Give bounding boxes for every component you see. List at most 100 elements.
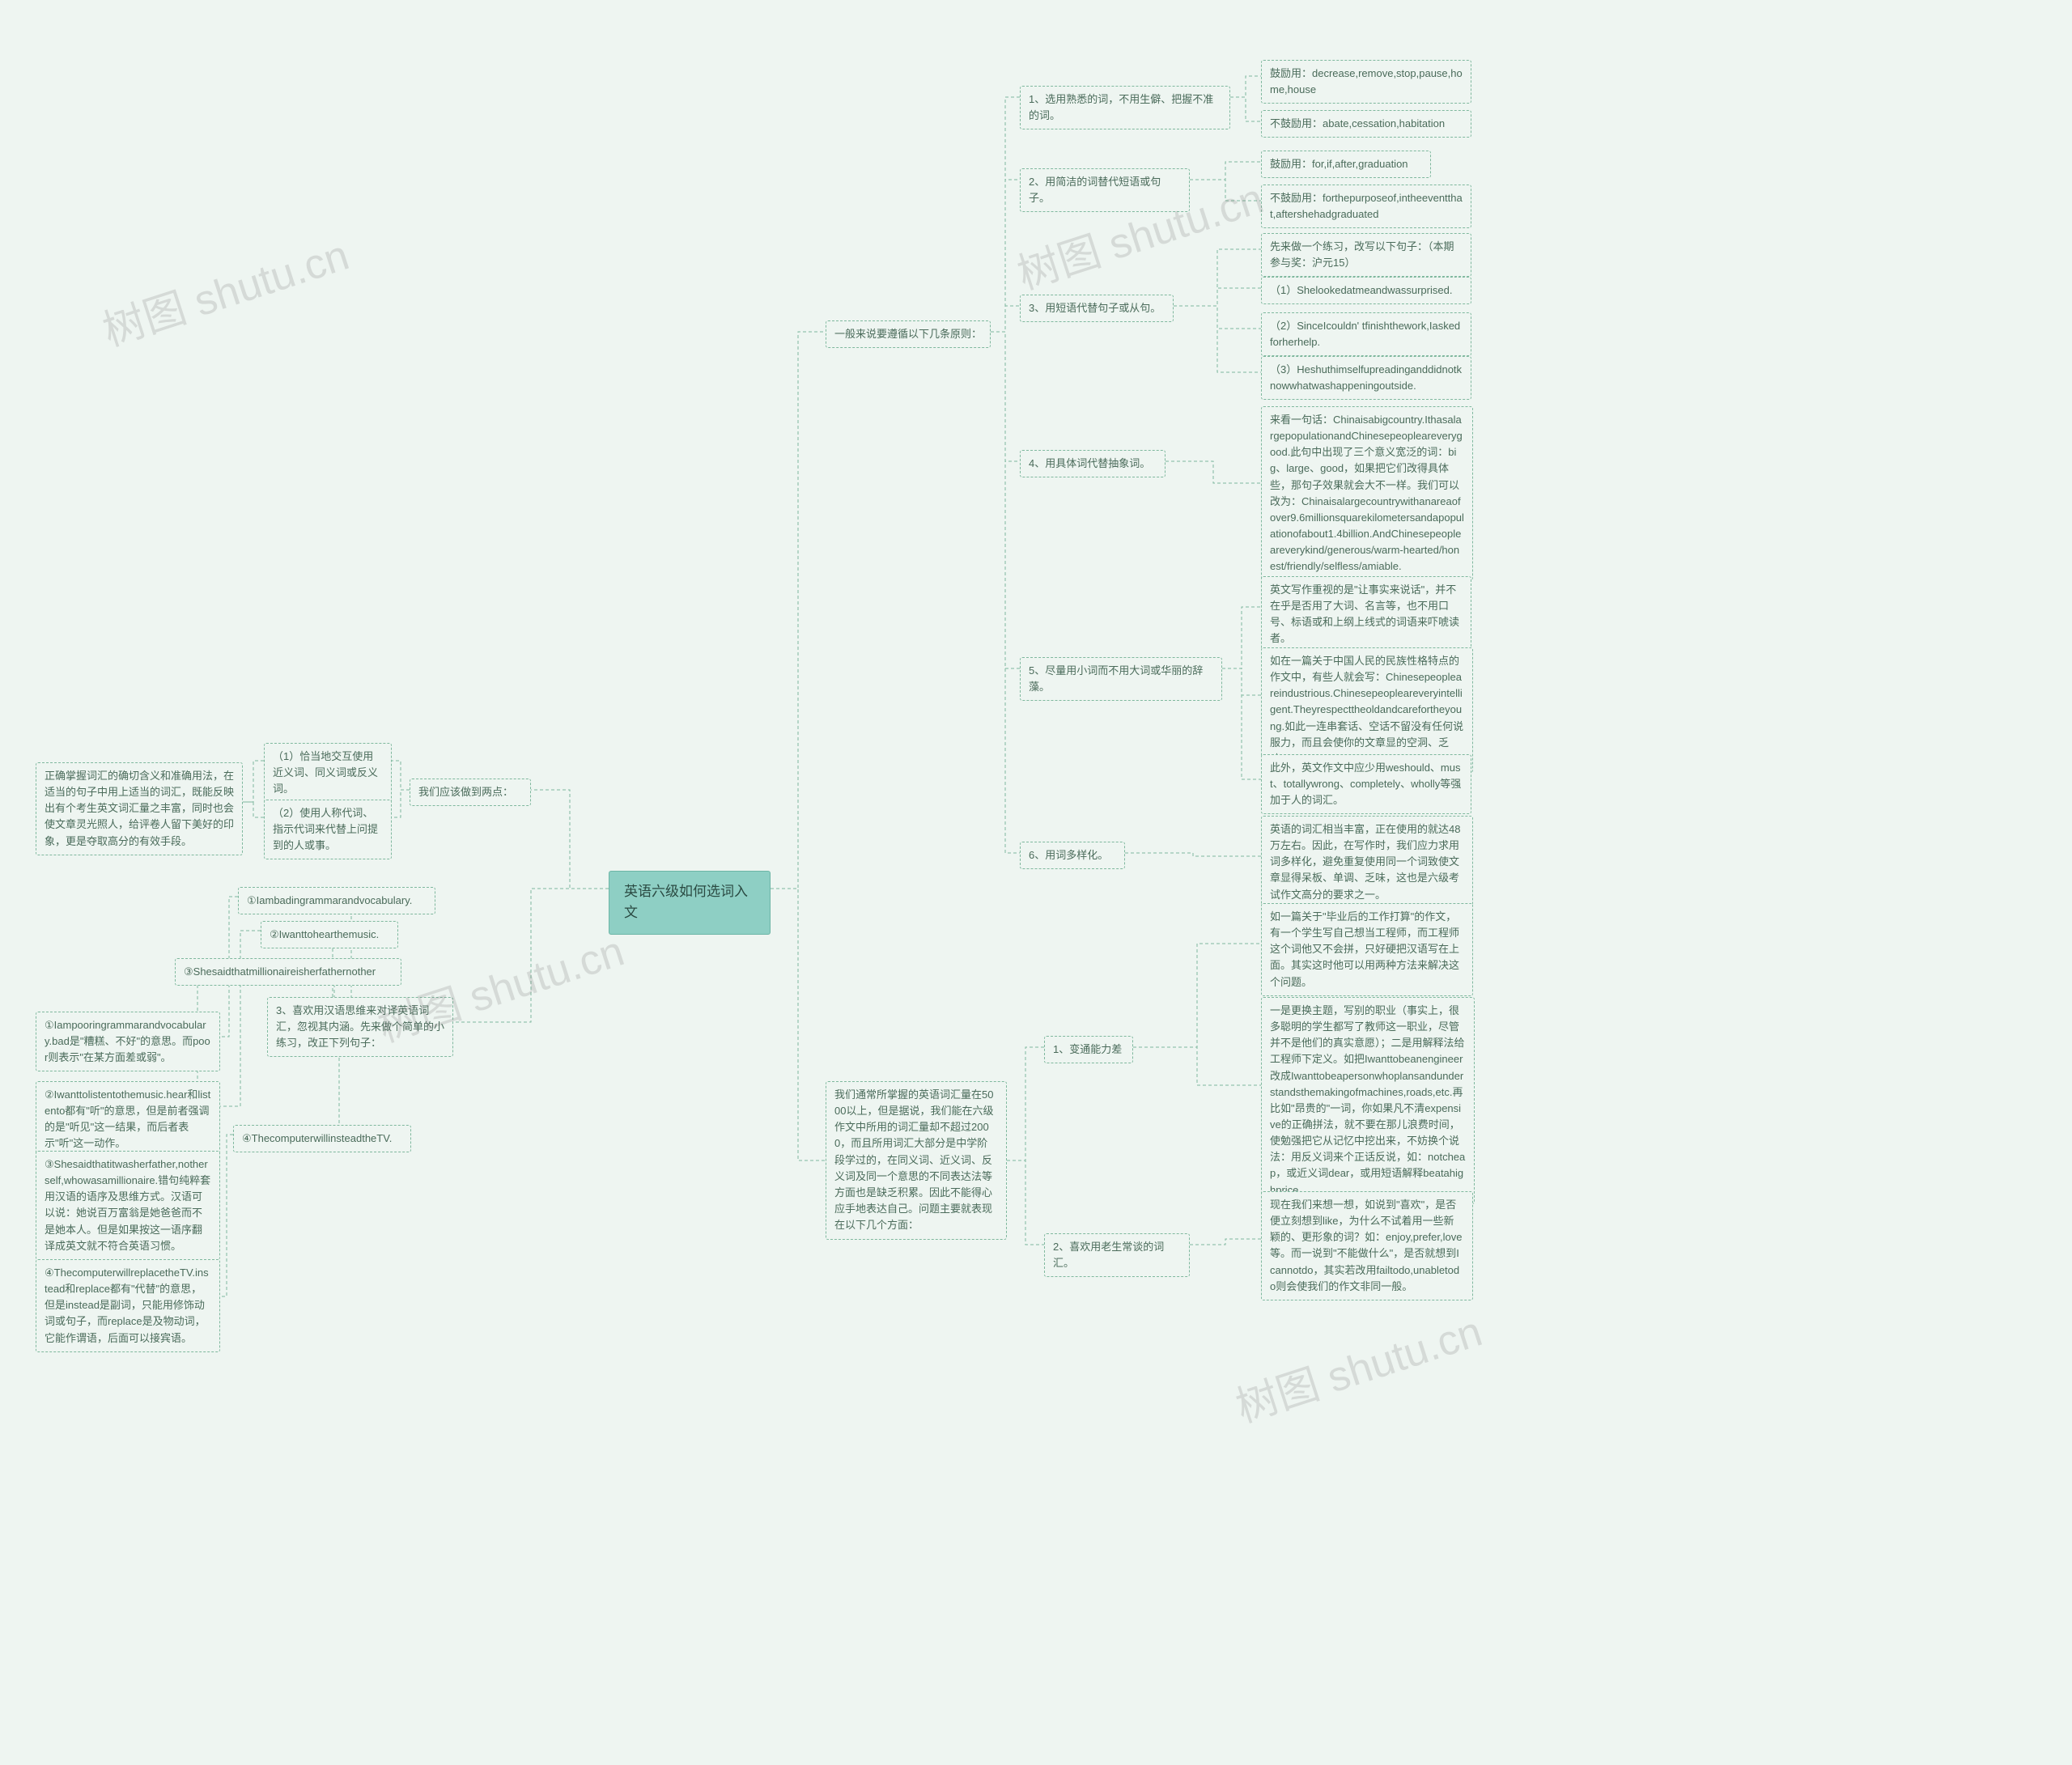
connector-line bbox=[771, 889, 826, 1160]
mindmap-node: 一般来说要遵循以下几条原则： bbox=[826, 320, 991, 348]
connector-line bbox=[991, 332, 1020, 853]
node-text: ④ThecomputerwillinsteadtheTV. bbox=[242, 1132, 392, 1144]
mindmap-node: 一是更换主题，写别的职业（事实上，很多聪明的学生都写了教师这一职业，尽管并不是他… bbox=[1261, 997, 1475, 1204]
mindmap-node: 2、喜欢用老生常谈的词汇。 bbox=[1044, 1233, 1190, 1277]
node-text: ②Iwanttohearthemusic. bbox=[270, 928, 379, 940]
connector-line bbox=[1133, 1047, 1261, 1085]
mindmap-node: 现在我们来想一想，如说到"喜欢"，是否便立刻想到like，为什么不试着用一些新颖… bbox=[1261, 1191, 1473, 1300]
mindmap-node: （2）使用人称代词、指示代词来代替上问提到的人或事。 bbox=[264, 800, 392, 859]
node-text: ①Iampooringrammarandvocabulary.bad是"糟糕、不… bbox=[45, 1019, 210, 1063]
node-text: 现在我们来想一想，如说到"喜欢"，是否便立刻想到like，为什么不试着用一些新颖… bbox=[1270, 1199, 1462, 1292]
node-text: 一般来说要遵循以下几条原则： bbox=[834, 328, 982, 340]
connector-line bbox=[1222, 668, 1261, 695]
mindmap-node: 来看一句话：Chinaisabigcountry.Ithasalargepopu… bbox=[1261, 406, 1473, 580]
connector-line bbox=[392, 790, 410, 817]
node-text: ④ThecomputerwillreplacetheTV.instead和rep… bbox=[45, 1266, 209, 1344]
node-text: 不鼓励用：forthepurposeof,intheeventthat,afte… bbox=[1270, 192, 1463, 220]
node-text: 来看一句话：Chinaisabigcountry.Ithasalargepopu… bbox=[1270, 414, 1464, 572]
mindmap-node: 鼓励用：decrease,remove,stop,pause,home,hous… bbox=[1261, 60, 1471, 104]
mindmap-node: 我们应该做到两点： bbox=[410, 779, 531, 806]
node-text: ②Iwanttolistentothemusic.hear和listento都有… bbox=[45, 1088, 210, 1149]
connector-line bbox=[1125, 853, 1261, 856]
mindmap-node: 2、用简洁的词替代短语或句子。 bbox=[1020, 168, 1190, 212]
mindmap-node: 1、选用熟悉的词，不用生僻、把握不准的词。 bbox=[1020, 86, 1230, 129]
mindmap-node: ①Iambadingrammarandvocabulary. bbox=[238, 887, 435, 914]
connector-line bbox=[1222, 607, 1261, 668]
node-text: 如在一篇关于中国人民的民族性格特点的作文中，有些人就会写：Chinesepeop… bbox=[1270, 655, 1463, 765]
mindmap-node: 4、用具体词代替抽象词。 bbox=[1020, 450, 1166, 477]
connector-line bbox=[1007, 1047, 1044, 1160]
node-text: 不鼓励用：abate,cessation,habitation bbox=[1270, 117, 1445, 129]
mindmap-node: ④ThecomputerwillinsteadtheTV. bbox=[233, 1125, 411, 1152]
mindmap-node: 3、喜欢用汉语思维来对译英语词汇，忽视其内涵。先来做个简单的小练习，改正下列句子… bbox=[267, 997, 453, 1057]
mindmap-node: ①Iampooringrammarandvocabulary.bad是"糟糕、不… bbox=[36, 1012, 220, 1071]
mindmap-node: ②Iwanttohearthemusic. bbox=[261, 921, 398, 948]
node-text: ③Shesaidthatitwasherfather,notherself,wh… bbox=[45, 1158, 210, 1252]
connector-line bbox=[1190, 1239, 1261, 1245]
node-text: 鼓励用：decrease,remove,stop,pause,home,hous… bbox=[1270, 67, 1463, 95]
connector-line bbox=[453, 889, 609, 1022]
mindmap-node: 不鼓励用：abate,cessation,habitation bbox=[1261, 110, 1471, 138]
node-text: 2、用简洁的词替代短语或句子。 bbox=[1029, 176, 1161, 204]
connector-line bbox=[392, 761, 410, 790]
connector-line bbox=[531, 790, 609, 889]
connector-line bbox=[991, 180, 1020, 332]
connector-line bbox=[1174, 306, 1261, 372]
mindmap-node: 5、尽量用小词而不用大词或华丽的辞藻。 bbox=[1020, 657, 1222, 701]
connector-line bbox=[991, 332, 1020, 668]
mindmap-node: 不鼓励用：forthepurposeof,intheeventthat,afte… bbox=[1261, 185, 1471, 228]
mindmap-node: ②Iwanttolistentothemusic.hear和listento都有… bbox=[36, 1081, 220, 1158]
node-text: 3、喜欢用汉语思维来对译英语词汇，忽视其内涵。先来做个简单的小练习，改正下列句子… bbox=[276, 1004, 444, 1049]
node-text: 6、用词多样化。 bbox=[1029, 849, 1108, 861]
connector-line bbox=[1174, 288, 1261, 306]
mindmap-node: 正确掌握词汇的确切含义和准确用法，在适当的句子中用上适当的词汇，既能反映出有个考… bbox=[36, 762, 243, 855]
node-text: 鼓励用：for,if,after,graduation bbox=[1270, 158, 1408, 170]
node-text: 英语六级如何选词入文 bbox=[624, 884, 748, 920]
mindmap-node: ③Shesaidthatitwasherfather,notherself,wh… bbox=[36, 1151, 220, 1260]
node-text: 英语的词汇相当丰富，正在使用的就达48万左右。因此，在写作时，我们应力求用词多样… bbox=[1270, 823, 1460, 901]
connector-line bbox=[243, 761, 264, 802]
connector-line bbox=[1174, 249, 1261, 306]
node-text: ①Iambadingrammarandvocabulary. bbox=[247, 894, 412, 906]
mindmap-node: 3、用短语代替句子或从句。 bbox=[1020, 295, 1174, 322]
mindmap-node: （1）恰当地交互使用近义词、同义词或反义词。 bbox=[264, 743, 392, 803]
connector-line bbox=[220, 1135, 233, 1296]
mindmap-node: 1、变通能力差 bbox=[1044, 1036, 1133, 1063]
mindmap-node: 此外，英文作文中应少用weshould、must、totallywrong、co… bbox=[1261, 754, 1471, 814]
connector-line bbox=[1133, 944, 1261, 1047]
mindmap-node: （2）SinceIcouldn' tfinishthework,Iaskedfo… bbox=[1261, 312, 1471, 356]
connector-layer bbox=[0, 0, 2072, 1765]
mindmap-node: 6、用词多样化。 bbox=[1020, 842, 1125, 869]
node-text: 英文写作重视的是"让事实来说话"，并不在乎是否用了大词、名言等，也不用口号、标语… bbox=[1270, 583, 1459, 644]
mindmap-node: 我们通常所掌握的英语词汇量在5000以上，但是据说，我们能在六级作文中所用的词汇… bbox=[826, 1081, 1007, 1240]
mindmap-node: 如一篇关于"毕业后的工作打算"的作文，有一个学生写自己想当工程师，而工程师这个词… bbox=[1261, 903, 1473, 996]
connector-line bbox=[771, 332, 826, 889]
node-text: 2、喜欢用老生常谈的词汇。 bbox=[1053, 1241, 1164, 1269]
node-text: 此外，英文作文中应少用weshould、must、totallywrong、co… bbox=[1270, 762, 1461, 806]
connector-line bbox=[243, 802, 264, 817]
mindmap-node: 英语六级如何选词入文 bbox=[609, 871, 771, 935]
node-text: （3）Heshuthimselfupreadinganddidnotknowwh… bbox=[1270, 363, 1462, 392]
node-text: 3、用短语代替句子或从句。 bbox=[1029, 302, 1161, 314]
connector-line bbox=[1174, 306, 1261, 329]
node-text: （2）使用人称代词、指示代词来代替上问提到的人或事。 bbox=[273, 807, 378, 851]
node-text: 我们应该做到两点： bbox=[418, 786, 513, 798]
watermark: 树图 shutu.cn bbox=[1227, 1297, 1488, 1434]
node-text: 一是更换主题，写别的职业（事实上，很多聪明的学生都写了教师这一职业，尽管并不是他… bbox=[1270, 1004, 1465, 1196]
watermark: 树图 shutu.cn bbox=[94, 221, 355, 358]
node-text: （1）恰当地交互使用近义词、同义词或反义词。 bbox=[273, 750, 378, 795]
connector-line bbox=[1190, 180, 1261, 201]
mindmap-node: 英文写作重视的是"让事实来说话"，并不在乎是否用了大词、名言等，也不用口号、标语… bbox=[1261, 576, 1471, 653]
node-text: 先来做一个练习，改写以下句子：（本期参与奖：沪元15） bbox=[1270, 240, 1454, 269]
node-text: 如一篇关于"毕业后的工作打算"的作文，有一个学生写自己想当工程师，而工程师这个词… bbox=[1270, 910, 1459, 988]
mindmap-node: 鼓励用：for,if,after,graduation bbox=[1261, 151, 1431, 178]
connector-line bbox=[991, 332, 1020, 461]
mindmap-node: （1）Shelookedatmeandwassurprised. bbox=[1261, 277, 1471, 304]
connector-line bbox=[991, 306, 1020, 332]
connector-line bbox=[1230, 97, 1261, 121]
connector-line bbox=[220, 931, 261, 1106]
node-text: 正确掌握词汇的确切含义和准确用法，在适当的句子中用上适当的词汇，既能反映出有个考… bbox=[45, 770, 234, 847]
node-text: （2）SinceIcouldn' tfinishthework,Iaskedfo… bbox=[1270, 320, 1460, 348]
mindmap-node: ③Shesaidthatmillionaireisherfathernother bbox=[175, 958, 401, 986]
mindmap-node: ④ThecomputerwillreplacetheTV.instead和rep… bbox=[36, 1259, 220, 1352]
